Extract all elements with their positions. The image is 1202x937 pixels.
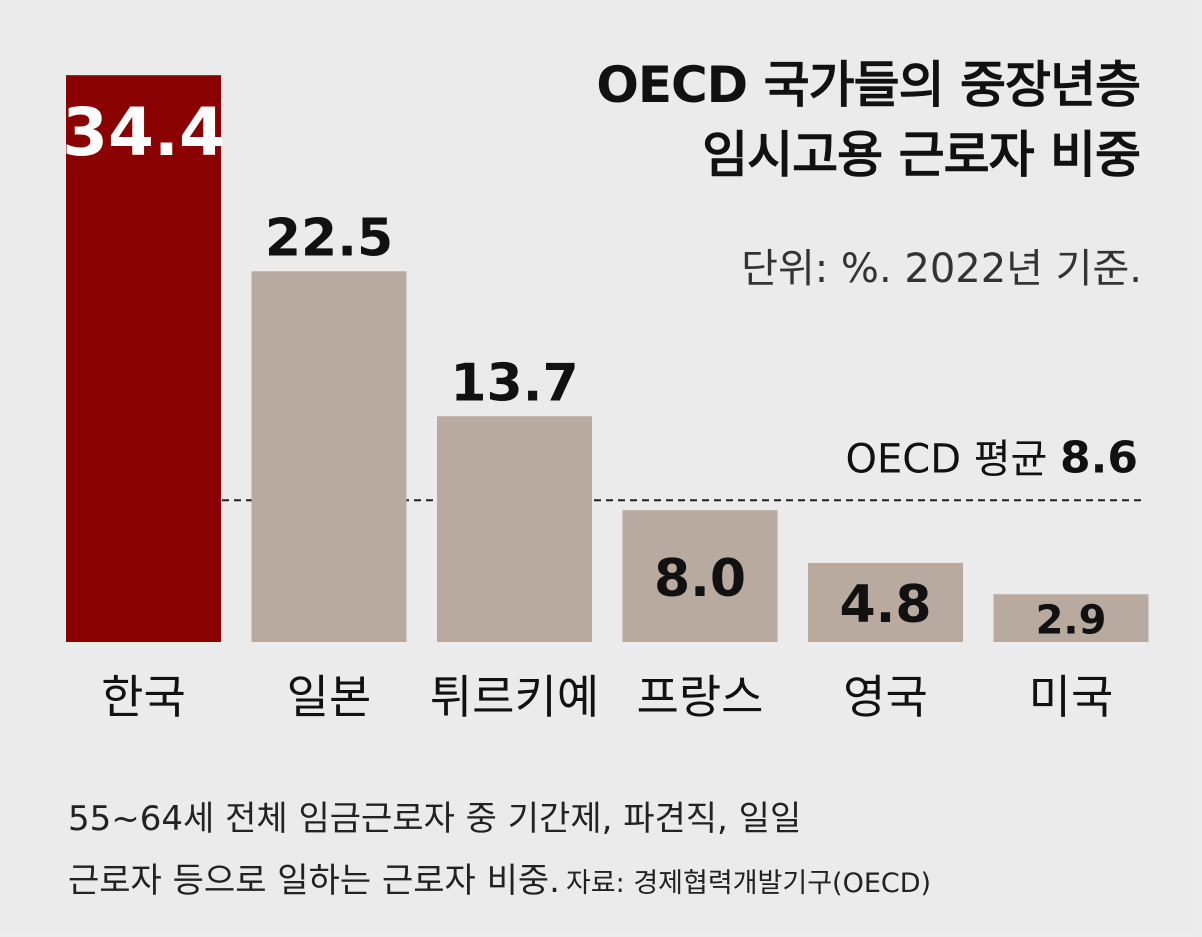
oecd-average-label-value: 8.6 — [1060, 432, 1138, 483]
bar-3 — [437, 416, 592, 642]
category-label-4: 프랑스 — [637, 670, 764, 724]
category-label-5: 영국 — [843, 670, 928, 724]
value-label-2: 22.5 — [265, 208, 393, 268]
value-label-1: 34.4 — [62, 94, 225, 171]
footnote-line-2-text: 근로자 등으로 일하는 근로자 비중. — [68, 861, 560, 901]
oecd-average-label-prefix: OECD 평균 — [846, 436, 1061, 482]
footnote-line-2: 근로자 등으로 일하는 근로자 비중. 자료: 경제협력개발기구(OECD) — [68, 850, 931, 915]
footnote: 55~64세 전체 임금근로자 중 기간제, 파견직, 일일 근로자 등으로 일… — [68, 788, 931, 915]
bar-6 — [993, 594, 1149, 642]
value-label-3: 13.7 — [450, 353, 578, 413]
bar-5 — [808, 562, 963, 642]
chart-title-line-1: OECD 국가들의 중장년층 — [596, 56, 1141, 114]
chart-subtitle: 단위: %. 2022년 기준. — [741, 246, 1142, 292]
category-label-1: 한국 — [101, 670, 186, 724]
oecd-average-label: OECD 평균 8.6 — [846, 432, 1138, 483]
source-note: 자료: 경제협력개발기구(OECD) — [565, 868, 932, 899]
bar-1 — [66, 75, 221, 642]
bar-4 — [622, 510, 778, 642]
value-label-4: 8.0 — [654, 549, 746, 609]
chart-title-line-2: 임시고용 근로자 비중 — [702, 126, 1141, 184]
value-label-5: 4.8 — [839, 575, 931, 635]
chart-title: OECD 국가들의 중장년층 임시고용 근로자 비중 — [596, 50, 1141, 190]
value-label-6: 2.9 — [1036, 597, 1107, 643]
category-label-6: 미국 — [1029, 670, 1114, 724]
category-label-3: 튀르키예 — [430, 670, 599, 724]
footnote-line-1: 55~64세 전체 임금근로자 중 기간제, 파견직, 일일 — [68, 799, 802, 839]
category-label-2: 일본 — [287, 670, 372, 724]
bar-2 — [251, 271, 407, 642]
